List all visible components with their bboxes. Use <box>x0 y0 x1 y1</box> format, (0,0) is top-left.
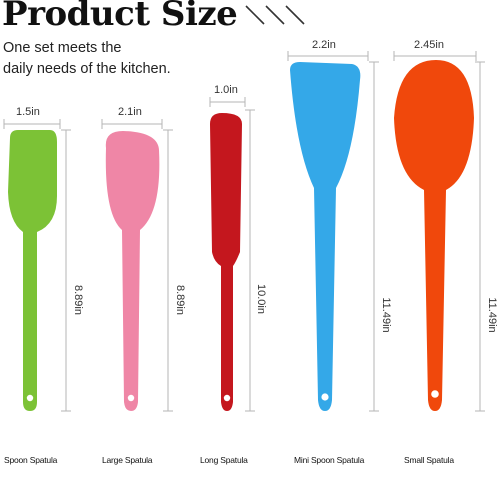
product-name-small-spatula: Small Spatula <box>404 455 454 465</box>
tagline: One set meets the daily needs of the kit… <box>3 38 171 80</box>
width-label-small-spatula: 2.45in <box>414 39 444 51</box>
spoon-spatula-shape <box>8 130 57 411</box>
width-label-long-spatula: 1.0in <box>214 84 238 96</box>
small-spatula-shape <box>394 60 474 411</box>
dimension-lines <box>3 51 485 412</box>
page-title: Product Size <box>2 0 238 34</box>
length-label-spoon-spatula: 8.89in <box>72 285 84 315</box>
product-name-mini-spoon-spatula: Mini Spoon Spatula <box>294 455 365 465</box>
product-name-large-spatula: Large Spatula <box>102 455 153 465</box>
length-label-large-spatula: 8.89in <box>174 285 186 315</box>
product-name-long-spatula: Long Spatula <box>200 455 248 465</box>
tagline-line-2: daily needs of the kitchen. <box>3 61 171 77</box>
length-label-small-spatula: 11.49in <box>486 297 498 333</box>
length-label-long-spatula: 10.0in <box>255 284 267 314</box>
tagline-line-1: One set meets the <box>3 40 122 56</box>
width-label-spoon-spatula: 1.5in <box>16 106 40 118</box>
width-label-large-spatula: 2.1in <box>118 106 142 118</box>
long-spatula-shape <box>210 113 242 411</box>
decorative-slashes <box>245 5 305 25</box>
width-label-mini-spoon-spatula: 2.2in <box>312 39 336 51</box>
product-name-spoon-spatula: Spoon Spatula <box>4 455 58 465</box>
mini-spoon-spatula-shape <box>290 62 361 411</box>
length-label-mini-spoon-spatula: 11.49in <box>380 297 392 333</box>
large-spatula-shape <box>105 131 160 411</box>
